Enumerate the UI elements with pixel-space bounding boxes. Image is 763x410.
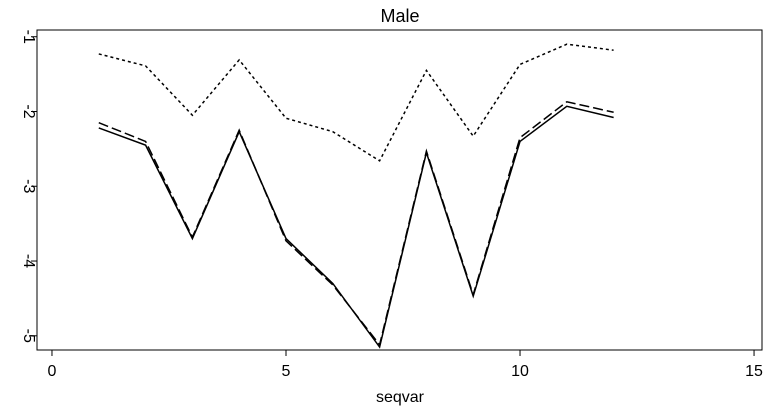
x-tick-label: 5 <box>282 363 291 380</box>
series-line <box>98 105 614 349</box>
y-tick-label: -2 <box>20 104 37 118</box>
y-tick-label: -3 <box>20 179 37 193</box>
x-tick-label: 15 <box>745 363 763 380</box>
plot-frame <box>36 29 763 351</box>
chart-title: Male <box>380 6 419 26</box>
x-tick-label: 0 <box>48 363 57 380</box>
y-tick-label: -1 <box>20 30 37 44</box>
series-line <box>98 43 614 162</box>
series-line <box>98 100 614 347</box>
x-tick-label: 10 <box>511 363 529 380</box>
y-tick-label: -5 <box>20 329 37 343</box>
x-axis-label: seqvar <box>376 389 425 406</box>
y-tick-label: -4 <box>20 254 37 268</box>
